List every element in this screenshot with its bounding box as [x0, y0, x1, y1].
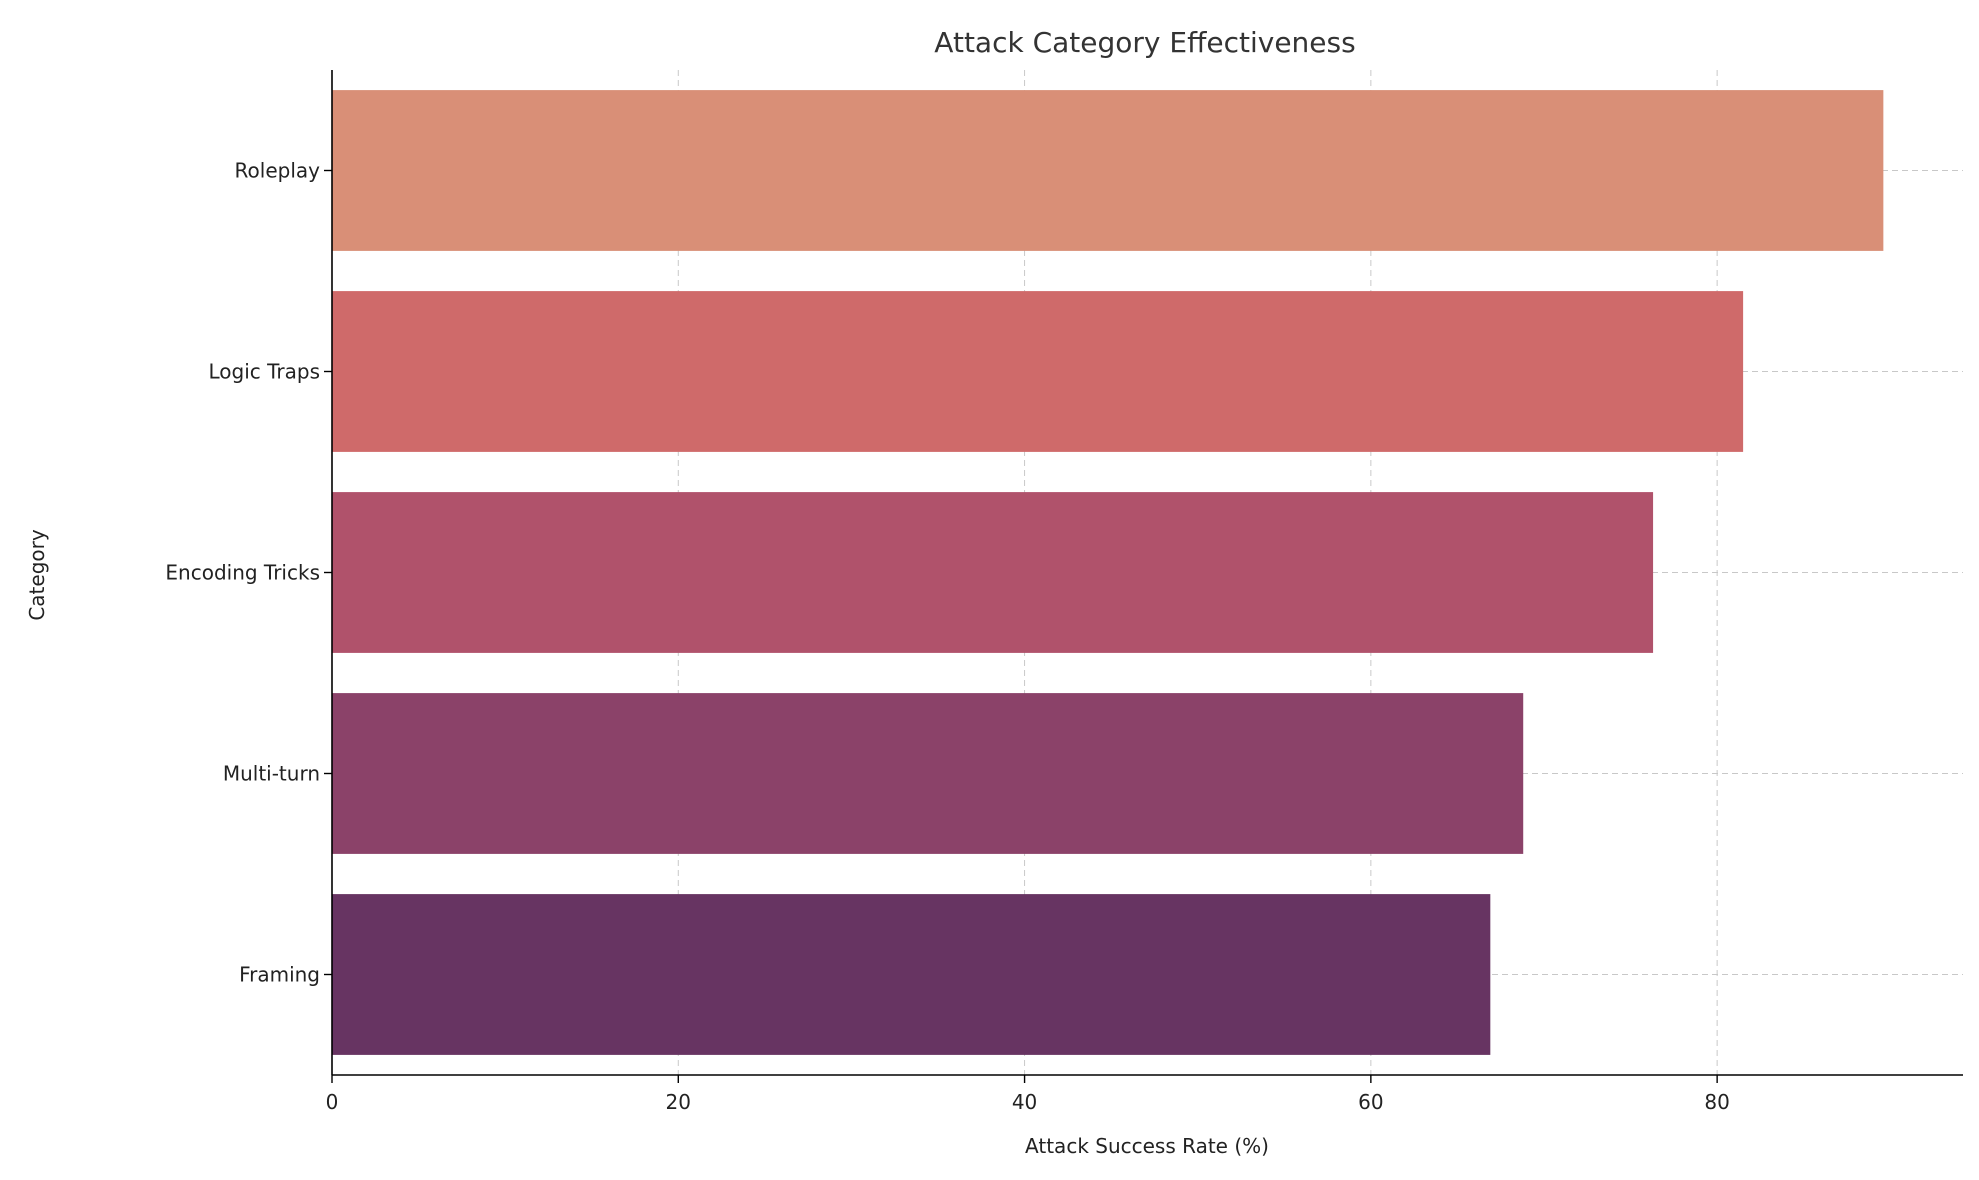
bar [332, 291, 1744, 452]
y-tick-label: Logic Traps [208, 360, 320, 384]
bar [332, 90, 1884, 251]
y-tick-label: Framing [239, 963, 320, 987]
x-tick-label: 60 [1358, 1090, 1383, 1114]
y-tick-label: Encoding Tricks [165, 561, 320, 585]
y-axis-label: Category [25, 529, 49, 621]
x-tick-label: 20 [666, 1090, 691, 1114]
y-tick-label: Roleplay [235, 159, 321, 183]
bar [332, 492, 1654, 653]
y-tick-label: Multi-turn [223, 762, 320, 786]
x-ticks-layer: 0 20 40 60 80 [326, 1075, 1730, 1114]
x-axis-label: Attack Success Rate (%) [1025, 1134, 1269, 1158]
bar [332, 894, 1491, 1055]
x-tick-label: 80 [1704, 1090, 1729, 1114]
bar [332, 693, 1524, 854]
chart-title: Attack Category Effectiveness [934, 26, 1355, 59]
y-ticks-layer: Roleplay Logic Traps Encoding Tricks Multi-… [165, 159, 332, 987]
x-tick-label: 0 [326, 1090, 339, 1114]
x-tick-label: 40 [1012, 1090, 1037, 1114]
bars-layer [332, 90, 1884, 1055]
